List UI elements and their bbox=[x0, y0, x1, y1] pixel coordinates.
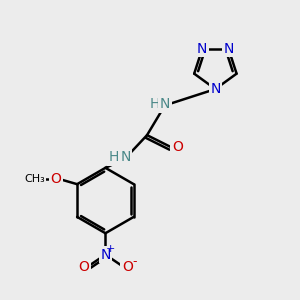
Text: N: N bbox=[120, 150, 130, 164]
Text: N: N bbox=[223, 42, 234, 56]
Text: O: O bbox=[172, 140, 183, 154]
Text: -: - bbox=[132, 255, 136, 268]
Text: N: N bbox=[160, 97, 170, 111]
Text: O: O bbox=[122, 260, 133, 274]
Text: H: H bbox=[149, 97, 160, 111]
Text: H: H bbox=[108, 150, 118, 164]
Text: O: O bbox=[78, 260, 89, 274]
Text: N: N bbox=[210, 82, 220, 96]
Text: CH₃: CH₃ bbox=[24, 174, 45, 184]
Text: N: N bbox=[197, 42, 208, 56]
Text: N: N bbox=[100, 248, 111, 262]
Text: O: O bbox=[50, 172, 61, 186]
Text: +: + bbox=[106, 244, 116, 254]
